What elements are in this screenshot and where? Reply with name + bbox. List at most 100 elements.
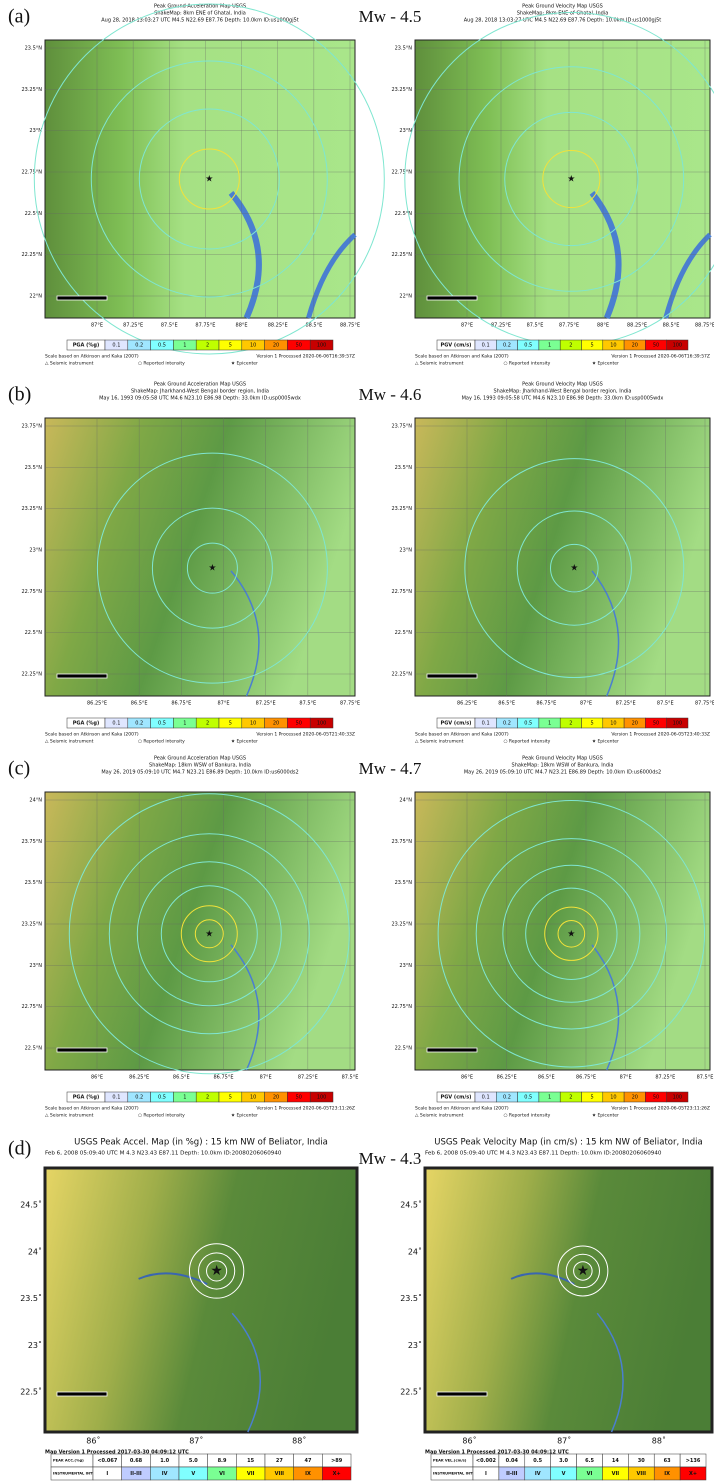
symbol-key: △ Seismic instrument [415,1113,464,1119]
contour [206,1260,228,1282]
lon-tick-label: 86.75°E [214,1075,234,1081]
footer-note: Map Version 1 Processed 2017-03-30 04:09… [425,1450,569,1456]
legend-bin-label: 2 [569,343,572,349]
legend-cell-label: I [106,1471,108,1477]
footer-note: Map Version 1 Processed 2017-03-30 04:09… [45,1450,189,1456]
legend-bin-label: 20 [632,721,638,727]
legend-cell [309,339,334,351]
lat-tick-label: 23.75°N [21,839,42,845]
lat-tick-label: 23.25°N [21,87,42,93]
lat-tick-label: 22.5°N [25,211,43,217]
legend-cell-label: VII [612,1471,620,1477]
contour [68,793,350,1075]
legend-bin-label: 2 [206,721,209,727]
map-event: Aug 28, 2018 13:03:27 UTC M4.5 N22.69 E8… [464,18,662,24]
legend-bin-label: 1 [183,1095,186,1101]
legend-bin-label: 100 [317,721,327,727]
contour [138,108,280,250]
legend-bin-label: 10 [250,721,256,727]
lon-tick-label: 86.25°E [87,701,107,707]
symbol-key: ★ Epicenter [592,361,619,367]
footer-note: Version 1 Processed 2020-06-05T23:40:33Z [611,732,710,738]
legend-bin-label: 0.5 [524,1095,532,1101]
lat-tick-label: 23°N [399,128,412,134]
map-subtitle: ShakeMap: Jharkhand-West Bengal border r… [131,389,269,395]
scale-bar [56,673,108,679]
river [230,570,260,697]
epicenter-star: ★ [210,1263,223,1279]
contour [90,60,328,298]
legend-bin-label: 5 [229,343,232,349]
symbol-key: ★ Epicenter [231,739,258,745]
legend-cell-label: 6.5 [585,1458,594,1464]
legend-bin-label: 100 [673,343,683,349]
lat-tick-label: 22.75°N [21,1004,42,1010]
legend-bin-label: 2 [206,1095,209,1101]
legend-bin-label: 50 [296,721,302,727]
map-event: May 26, 2019 05:09:10 UTC M4.7 N23.21 E8… [464,770,661,776]
contour [186,542,238,594]
footer-note: Version 1 Processed 2020-06-05T21:40:33Z [256,732,355,738]
lat-tick-label: 22°N [399,294,412,300]
lat-tick-label: 22.75°N [21,170,42,176]
footer-note: Version 1 Processed 2020-06-06T16:39:57Z [611,354,710,360]
legend-cell-label: IV [535,1471,541,1477]
legend-bin-label: 0.1 [482,343,490,349]
map-terrain [44,791,356,1071]
panel-label: (a) [8,6,30,28]
legend-cell-label: II-III [130,1471,142,1477]
map-event: May 16, 1993 09:05:58 UTC M4.6 N23.10 E8… [99,396,301,402]
scale-bar [56,295,108,301]
magnitude-label: Mw - 4.7 [359,759,422,778]
lat-tick-label: 23.75°N [391,424,412,430]
legend-bin-label: 5 [591,343,594,349]
legend-cell-label: IX [305,1471,311,1477]
legend-bin-label: 0.5 [158,343,166,349]
contour [542,149,601,209]
legend-bin-label: 0.2 [503,343,511,349]
legend-cell-label: 0.68 [130,1458,143,1464]
legend-row-label: PEAK ACC.(%g) [53,1459,84,1463]
legend-bin-label: 100 [673,1095,683,1101]
legend-cell-label: II-III [506,1471,518,1477]
footer-note: Scale based on Atkinson and Kaka (2007) [45,1106,139,1112]
legend-cell [309,1091,334,1103]
lat-tick-label: 24°N [399,798,412,804]
scale-bar [426,673,478,679]
contour [573,1261,593,1281]
legend-bin-label: 1 [183,343,186,349]
legend-cell-label: X+ [333,1471,341,1477]
epicenter-star: ★ [567,929,575,939]
legend-bin-label: 5 [229,721,232,727]
legend-cell [666,717,689,729]
scale-bar [426,1047,478,1053]
map-event: May 26, 2019 05:09:10 UTC M4.7 N23.21 E8… [101,770,298,776]
contour [151,507,273,629]
lon-tick-label: 87°E [91,323,103,329]
lon-tick-label: 88.25°E [268,323,288,329]
contour [565,1253,601,1289]
lat-tick-label: 23.25°N [391,506,412,512]
legend-bin-label: 0.1 [112,721,120,727]
lat-tick-label: 24°N [29,798,42,804]
legend-cell-label: >89 [331,1458,343,1464]
legend-bin-label: 100 [673,721,683,727]
lon-tick-label: 86.75°E [576,1075,596,1081]
lon-tick-label: 87.25°E [123,323,143,329]
lat-tick-label: 22.5°N [25,1046,43,1052]
legend-bin-label: 0.2 [135,721,143,727]
symbol-key: ○ Reported intensity [138,361,185,367]
lat-tick-label: 22.5°N [395,211,413,217]
lon-tick-label: 88.5°E [663,323,680,329]
legend-cell-label: 47 [305,1458,312,1464]
legend-bin-label: 50 [653,721,659,727]
contour [197,1252,236,1290]
lat-tick-label: 23.5°N [25,880,43,886]
legend-bin-label: 50 [296,1095,302,1101]
contour [188,1243,245,1299]
river [663,232,712,319]
lat-tick-label: 23.5°N [25,465,43,471]
contour [108,833,310,1035]
legend-label: PGV (cm/s) [441,343,472,349]
lat-tick-label: 22.25°N [391,672,412,678]
